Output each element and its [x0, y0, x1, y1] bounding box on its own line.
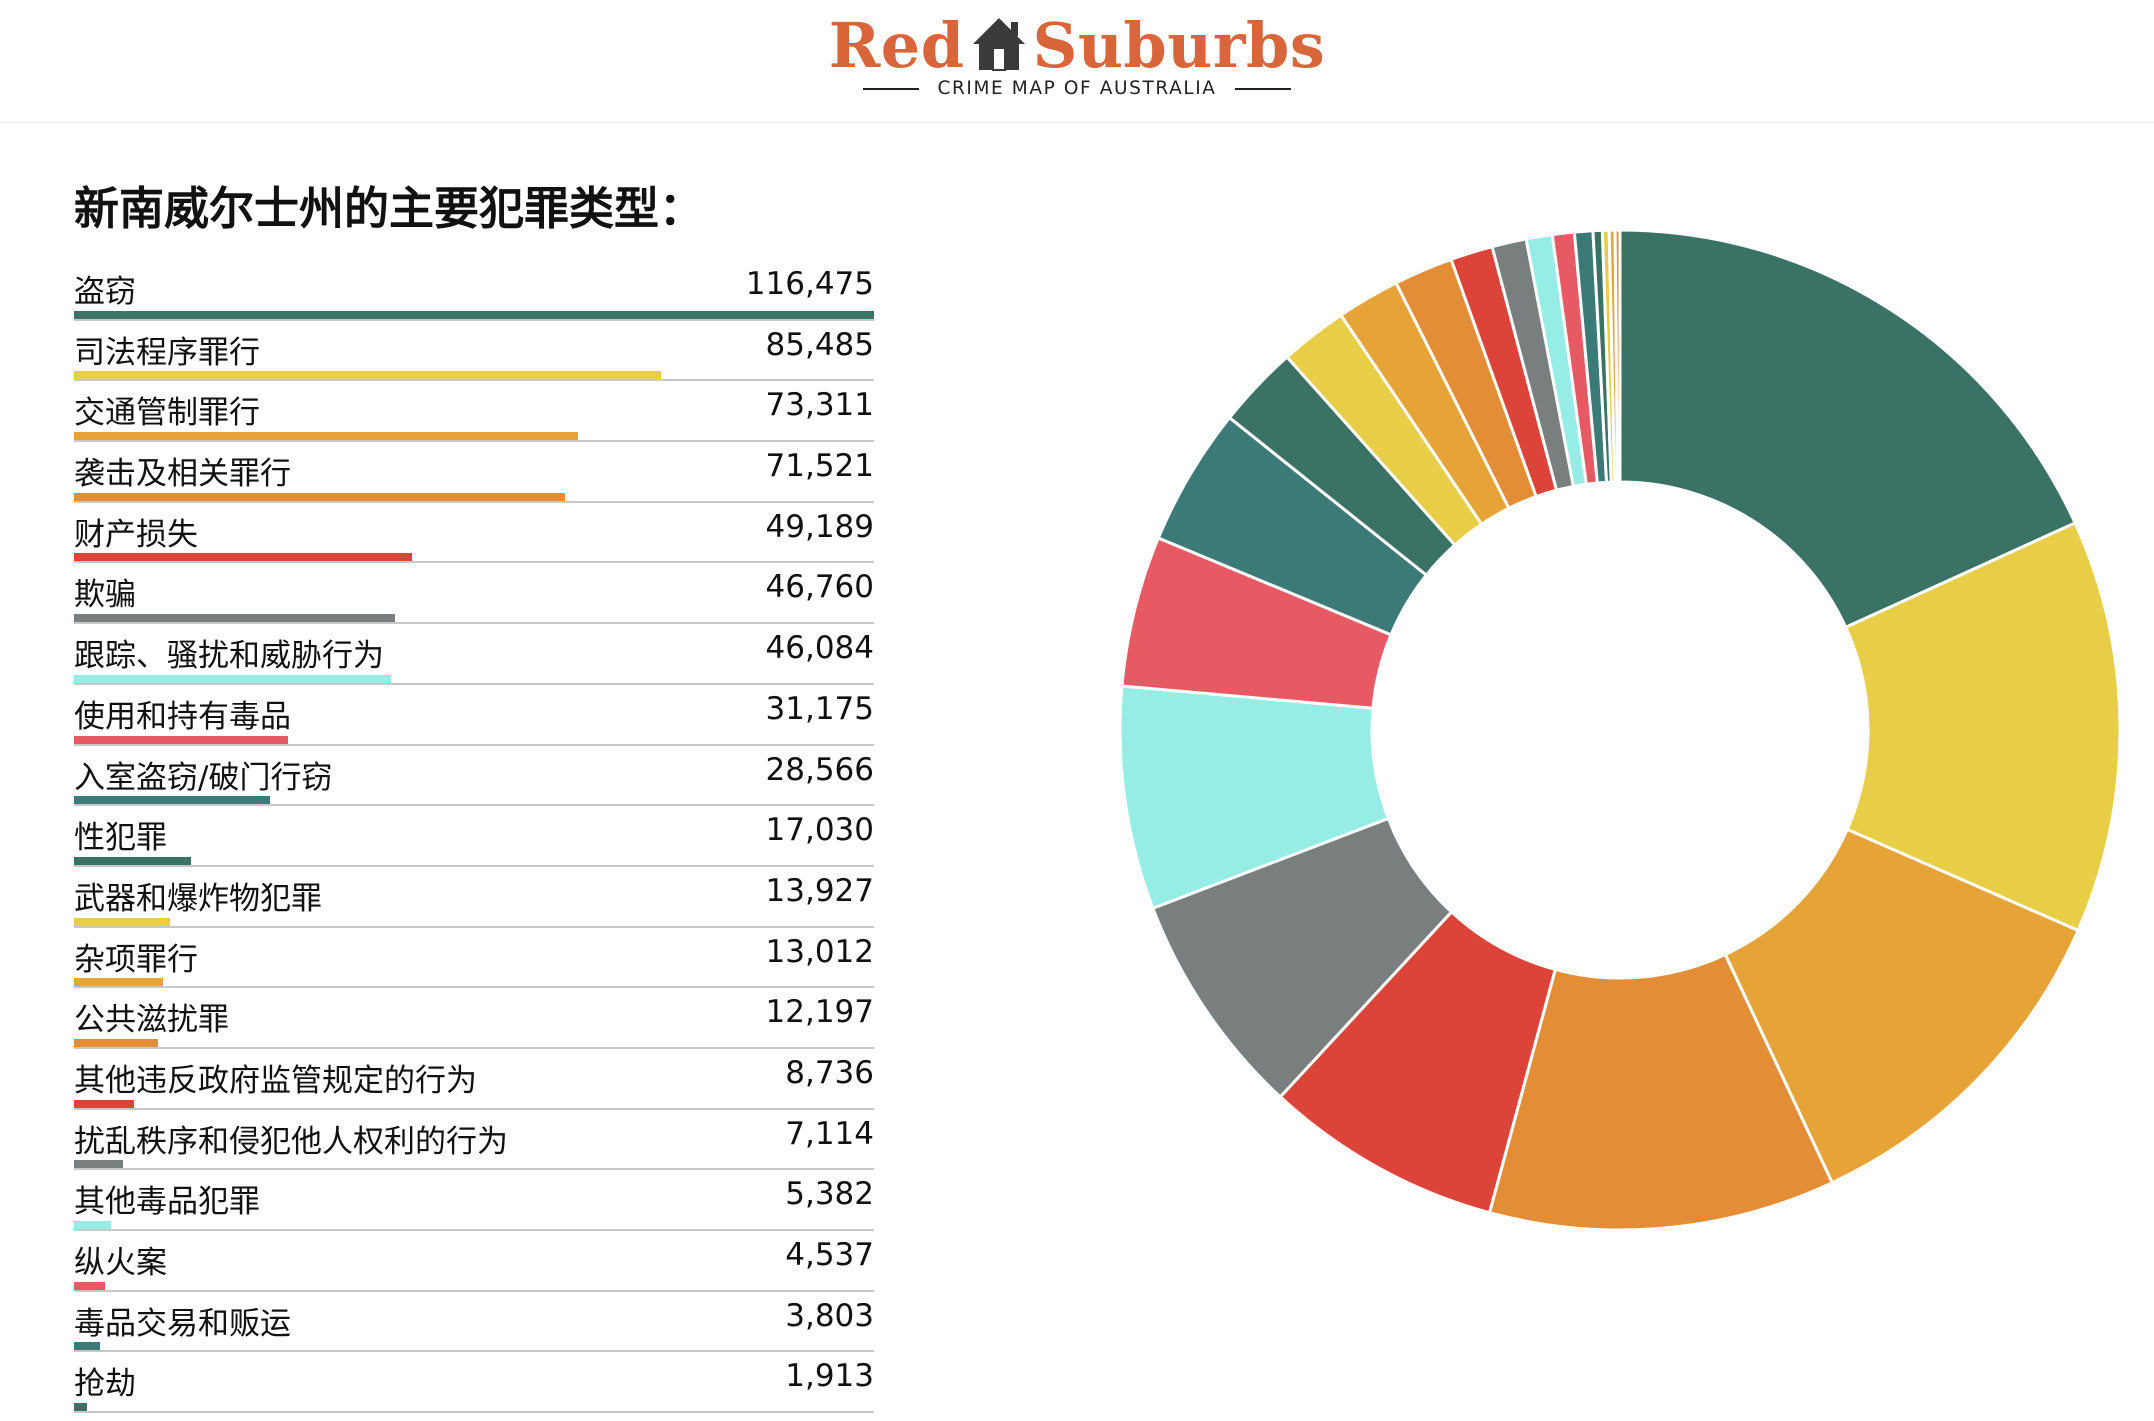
- donut-chart: [1110, 220, 2130, 1240]
- crime-bar: [74, 553, 412, 562]
- crime-row: 纵火案 4,537: [74, 1231, 874, 1292]
- house-icon: [969, 13, 1029, 73]
- crime-bar: [74, 735, 289, 744]
- crime-count: 31,175: [765, 690, 874, 727]
- crime-bar: [74, 1281, 106, 1290]
- crime-bar: [74, 1403, 88, 1412]
- tagline-rule-right: [1234, 87, 1291, 90]
- crime-label: 其他违反政府监管规定的行为: [74, 1062, 477, 1099]
- donut-slice[interactable]: [1723, 827, 2081, 1185]
- crime-row: 财产损失 49,189: [74, 503, 874, 564]
- crime-row: 其他毒品犯罪 5,382: [74, 1170, 874, 1231]
- crime-bar: [74, 1160, 123, 1169]
- crime-bar: [74, 614, 396, 623]
- crime-count: 8,736: [785, 1054, 874, 1091]
- crime-bar: [74, 1221, 111, 1229]
- donut-slice[interactable]: [1487, 952, 1835, 1232]
- crime-row: 司法程序罪行 85,485: [74, 321, 874, 382]
- logo[interactable]: Red Suburbs: [0, 6, 2154, 86]
- crime-row: 公共滋扰罪 12,197: [74, 988, 874, 1049]
- crime-label: 公共滋扰罪: [74, 1002, 229, 1039]
- crime-bar: [74, 310, 874, 319]
- crime-label: 纵火案: [74, 1245, 167, 1281]
- tagline-row: CRIME MAP OF AUSTRALIA: [0, 78, 2154, 99]
- crime-bar: [74, 1099, 134, 1108]
- tagline-rule-left: [863, 87, 920, 90]
- crime-label: 性犯罪: [74, 820, 167, 857]
- crime-type-list: 盗窃 116,475 司法程序罪行 85,485 交通管制罪行 73,311 袭击及相关罪行…: [74, 260, 874, 1414]
- crime-count: 46,760: [765, 569, 874, 606]
- crime-row: 扰乱秩序和侵犯他人权利的行为 7,114: [74, 1110, 874, 1171]
- crime-label: 入室盗窃/破门行窃: [74, 759, 333, 796]
- crime-count: 73,311: [765, 387, 874, 424]
- crime-label: 袭击及相关罪行: [74, 456, 291, 493]
- donut-slice[interactable]: [1613, 228, 1622, 484]
- crime-label: 交通管制罪行: [74, 395, 260, 432]
- crime-row: 杂项罪行 13,012: [74, 928, 874, 989]
- crime-row: 使用和持有毒品 31,175: [74, 685, 874, 746]
- crime-row: 抢劫 1,913: [74, 1352, 874, 1414]
- donut-slice[interactable]: [1618, 228, 2078, 630]
- page-title: 新南威尔士州的主要犯罪类型：: [74, 182, 705, 235]
- crime-bar: [74, 856, 191, 865]
- crime-count: 3,803: [785, 1297, 874, 1334]
- crime-label: 扰乱秩序和侵犯他人权利的行为: [74, 1123, 508, 1160]
- crime-count: 116,475: [745, 266, 874, 302]
- crime-label: 财产损失: [74, 516, 198, 553]
- logo-suburbs-text: Suburbs: [1032, 9, 1326, 82]
- crime-count: 12,197: [765, 994, 874, 1031]
- crime-label: 杂项罪行: [74, 941, 198, 978]
- crime-row: 袭击及相关罪行 71,521: [74, 442, 874, 503]
- crime-count: 13,927: [765, 872, 874, 909]
- donut-slice[interactable]: [1843, 520, 2122, 933]
- crime-row: 武器和爆炸物犯罪 13,927: [74, 867, 874, 928]
- crime-bar: [74, 917, 170, 926]
- crime-label: 其他毒品犯罪: [74, 1184, 260, 1221]
- crime-label: 跟踪、骚扰和威胁行为: [74, 638, 384, 675]
- crime-row: 盗窃 116,475: [74, 260, 874, 321]
- crime-count: 4,537: [785, 1237, 874, 1273]
- crime-count: 71,521: [765, 448, 874, 485]
- crime-count: 5,382: [785, 1176, 874, 1213]
- logo-red-text: Red: [828, 9, 965, 82]
- crime-count: 28,566: [765, 751, 874, 788]
- crime-row: 交通管制罪行 73,311: [74, 381, 874, 443]
- crime-label: 使用和持有毒品: [74, 698, 291, 735]
- crime-bar: [74, 371, 662, 380]
- crime-row: 性犯罪 17,030: [74, 806, 874, 867]
- site-header: Red Suburbs CRIME MAP OF AUSTRALIA: [0, 0, 2154, 123]
- crime-label: 司法程序罪行: [74, 334, 260, 371]
- crime-count: 85,485: [765, 326, 874, 363]
- crime-bar: [74, 432, 578, 441]
- crime-label: 武器和爆炸物犯罪: [74, 880, 322, 917]
- crime-bar: [74, 978, 164, 987]
- crime-row: 跟踪、骚扰和威胁行为 46,084: [74, 624, 874, 685]
- crime-count: 1,913: [785, 1358, 874, 1395]
- crime-row: 欺骗 46,760: [74, 563, 874, 625]
- crime-bar: [74, 1342, 101, 1351]
- crime-row: 毒品交易和贩运 3,803: [74, 1292, 874, 1353]
- crime-row: 入室盗窃/破门行窃 28,566: [74, 746, 874, 807]
- crime-label: 抢劫: [74, 1366, 136, 1403]
- crime-count: 17,030: [765, 812, 874, 849]
- crime-bar: [74, 674, 391, 683]
- crime-bar: [74, 796, 271, 805]
- crime-row: 其他违反政府监管规定的行为 8,736: [74, 1049, 874, 1110]
- crime-bar: [74, 1038, 158, 1047]
- crime-label: 盗窃: [74, 274, 136, 310]
- tagline: CRIME MAP OF AUSTRALIA: [937, 78, 1217, 99]
- crime-label: 欺骗: [74, 577, 136, 614]
- crime-bar: [74, 492, 566, 501]
- crime-label: 毒品交易和贩运: [74, 1305, 291, 1342]
- crime-count: 7,114: [785, 1115, 874, 1152]
- crime-count: 13,012: [765, 933, 874, 970]
- crime-count: 49,189: [765, 508, 874, 545]
- crime-count: 46,084: [765, 630, 874, 667]
